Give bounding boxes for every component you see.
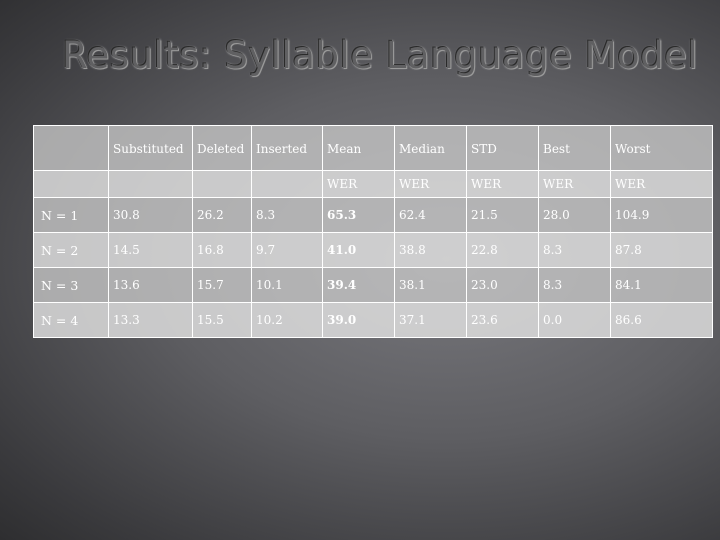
mean-wer-cell: 39.4: [322, 267, 395, 303]
table-cell: 14.5: [108, 232, 193, 268]
table-cell: 22.8: [466, 232, 539, 268]
header-sub-cell: WER: [538, 170, 611, 198]
mean-wer-cell: 41.0: [322, 232, 395, 268]
header-worst: Worst: [610, 125, 713, 171]
row-label: N = 1: [33, 197, 109, 233]
header-sub-cell: WER: [466, 170, 539, 198]
table-cell: 23.0: [466, 267, 539, 303]
table-cell: 23.6: [466, 302, 539, 338]
row-label: N = 3: [33, 267, 109, 303]
table-cell: 86.6: [610, 302, 713, 338]
table-cell: 8.3: [538, 267, 611, 303]
table-row: N = 1 30.8 26.2 8.3 65.3 62.4 21.5 28.0 …: [33, 197, 713, 233]
row-label: N = 4: [33, 302, 109, 338]
mean-wer-cell: 39.0: [322, 302, 395, 338]
table-row: N = 4 13.3 15.5 10.2 39.0 37.1 23.6 0.0 …: [33, 302, 713, 338]
header-row: Substituted Deleted Inserted Mean Median…: [33, 125, 713, 171]
results-table: Substituted Deleted Inserted Mean Median…: [33, 125, 713, 338]
table-cell: 84.1: [610, 267, 713, 303]
table-cell: 8.3: [251, 197, 323, 233]
table-cell: 8.3: [538, 232, 611, 268]
table-cell: 38.1: [394, 267, 467, 303]
table-cell: 21.5: [466, 197, 539, 233]
table-cell: 13.3: [108, 302, 193, 338]
table-cell: 13.6: [108, 267, 193, 303]
header-corner-cell: [33, 125, 109, 171]
header-substituted: Substituted: [108, 125, 193, 171]
header-sub-cell: WER: [394, 170, 467, 198]
table-cell: 10.2: [251, 302, 323, 338]
header-inserted: Inserted: [251, 125, 323, 171]
table-cell: 0.0: [538, 302, 611, 338]
table-row: N = 2 14.5 16.8 9.7 41.0 38.8 22.8 8.3 8…: [33, 232, 713, 268]
mean-wer-cell: 65.3: [322, 197, 395, 233]
header-sub-cell: [33, 170, 109, 198]
header-std: STD: [466, 125, 539, 171]
table-cell: 9.7: [251, 232, 323, 268]
table-cell: 16.8: [192, 232, 252, 268]
slide-title: Results: Syllable Language Model: [62, 34, 699, 77]
header-sub-cell: WER: [610, 170, 713, 198]
row-label: N = 2: [33, 232, 109, 268]
header-deleted: Deleted: [192, 125, 252, 171]
table-row: N = 3 13.6 15.7 10.1 39.4 38.1 23.0 8.3 …: [33, 267, 713, 303]
header-median: Median: [394, 125, 467, 171]
header-mean: Mean: [322, 125, 395, 171]
header-sub-cell: [251, 170, 323, 198]
header-sub-cell: [192, 170, 252, 198]
table-cell: 37.1: [394, 302, 467, 338]
table-cell: 104.9: [610, 197, 713, 233]
header-sub-cell: [108, 170, 193, 198]
table-cell: 38.8: [394, 232, 467, 268]
table-cell: 10.1: [251, 267, 323, 303]
table-cell: 15.7: [192, 267, 252, 303]
table-cell: 15.5: [192, 302, 252, 338]
table-cell: 28.0: [538, 197, 611, 233]
table-cell: 87.8: [610, 232, 713, 268]
table-cell: 30.8: [108, 197, 193, 233]
table-cell: 26.2: [192, 197, 252, 233]
header-sub-cell: WER: [322, 170, 395, 198]
table-cell: 62.4: [394, 197, 467, 233]
header-best: Best: [538, 125, 611, 171]
header-subrow: WER WER WER WER WER: [33, 170, 713, 198]
